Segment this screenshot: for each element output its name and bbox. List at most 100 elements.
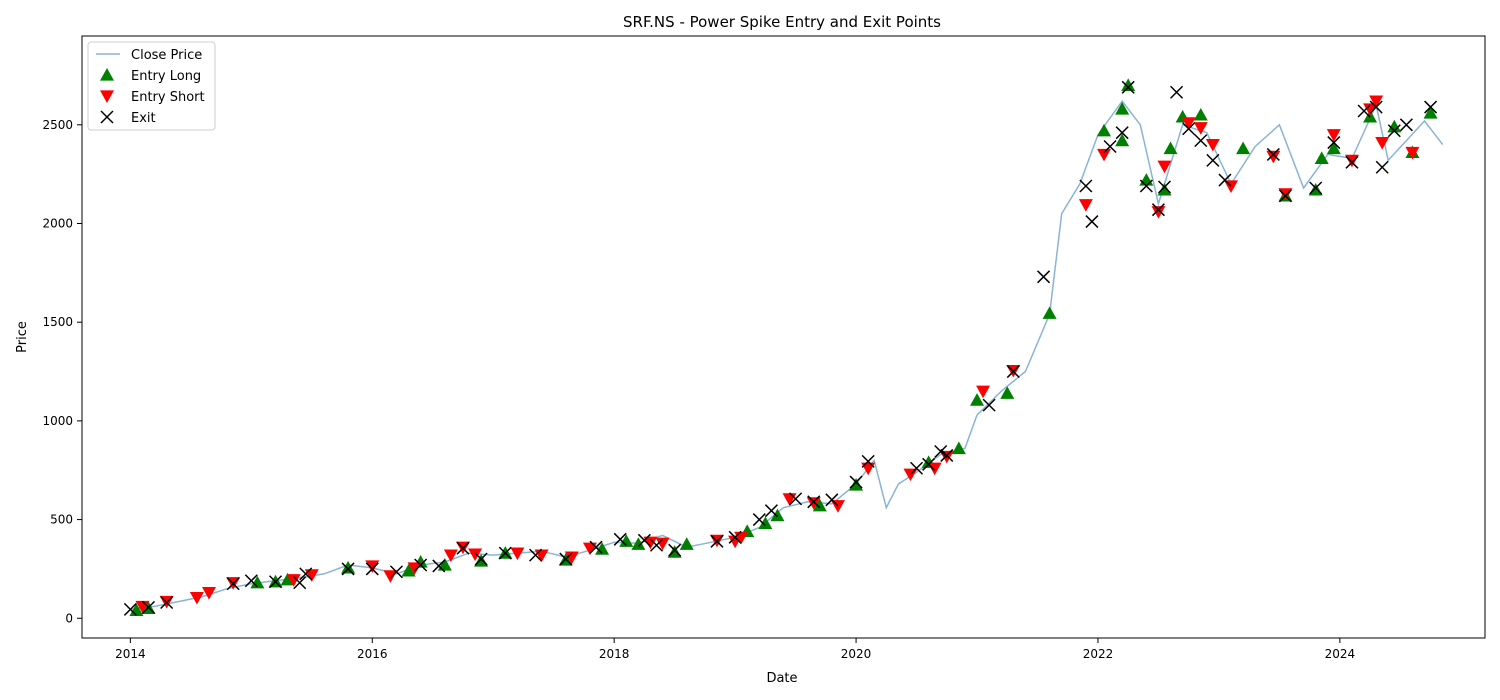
entry-short-marker (468, 548, 483, 562)
entry-long-marker (1115, 133, 1130, 147)
exit-marker (123, 602, 137, 616)
entry-short-marker (1363, 103, 1378, 117)
exit-marker (1103, 140, 1117, 154)
legend-entry-short-swatch (100, 90, 114, 103)
entry-short-marker (201, 587, 216, 600)
chart-title: SRF.NS - Power Spike Entry and Exit Poin… (623, 13, 941, 31)
exit-marker (414, 558, 428, 572)
exit-marker (160, 595, 174, 610)
exit-marker (1079, 179, 1093, 193)
exit-marker (1327, 136, 1341, 150)
entry-short-marker (1097, 148, 1112, 162)
entry-short-marker (1181, 117, 1196, 130)
exit-marker (934, 444, 948, 459)
entry-short-marker (1193, 122, 1208, 135)
legend-label: Entry Short (131, 90, 205, 105)
y-tick-label: 500 (50, 513, 73, 527)
exit-marker (849, 475, 863, 489)
exit-marker (861, 454, 875, 468)
entry-short-marker (365, 560, 380, 573)
exit-marker (1278, 189, 1292, 203)
entry-long-marker (951, 441, 966, 455)
entry-long-marker (1193, 107, 1208, 121)
entry-short-marker (806, 497, 821, 510)
x-tick-label: 2024 (1325, 647, 1356, 661)
y-tick-label: 1500 (42, 315, 73, 329)
plot-area (81, 35, 1486, 639)
exit-marker (789, 492, 803, 506)
entry-long-marker (437, 557, 452, 571)
entry-long-marker (619, 534, 634, 547)
exit-marker (1194, 134, 1208, 148)
exit-marker (613, 532, 627, 546)
entry-short-marker (189, 591, 204, 605)
entry-short-marker (1326, 129, 1341, 142)
exit-marker (389, 565, 403, 579)
y-tick-label: 0 (65, 611, 73, 625)
exit-marker (141, 600, 156, 614)
exit-marker (456, 541, 470, 555)
exit-marker (1115, 126, 1129, 140)
exit-marker (807, 495, 821, 509)
entry-long-marker (1326, 141, 1341, 155)
exit-marker (982, 398, 996, 412)
exit-marker (432, 559, 446, 573)
entry-short-marker (1405, 146, 1420, 160)
exit-marker (1139, 179, 1153, 193)
entry-short-marker (286, 574, 301, 587)
entry-short-marker (976, 385, 991, 399)
exit-marker (825, 493, 839, 507)
exit-marker (529, 548, 543, 562)
entry-long-marker (679, 537, 694, 550)
entry-short-marker (1078, 199, 1093, 212)
exit-marker (1345, 155, 1359, 169)
entry-long-marker (770, 508, 785, 522)
exit-marker (1085, 215, 1099, 229)
exit-marker (922, 457, 936, 471)
exit-marker (1170, 85, 1184, 99)
exit-marker (1006, 365, 1020, 379)
entry-short-marker (1157, 160, 1172, 174)
y-tick-label: 1000 (42, 414, 73, 428)
entry-long-marker (1387, 119, 1402, 133)
exit-marker (226, 577, 240, 591)
entry-short-marker (1151, 206, 1166, 219)
entry-long-marker (812, 498, 827, 512)
entry-short-marker (304, 569, 319, 582)
exit-marker (728, 530, 742, 544)
exit-marker (1387, 124, 1401, 138)
exit-marker (637, 533, 651, 547)
entry-long-marker (758, 516, 773, 530)
entry-long-marker (1042, 306, 1057, 319)
exit-marker (1309, 181, 1323, 195)
entry-long-marker (1121, 78, 1136, 91)
exit-marker (293, 576, 307, 590)
exit-marker (1218, 173, 1232, 187)
y-axis-label: Price (15, 321, 30, 353)
plot-content (123, 78, 1444, 616)
entry-short-marker (655, 537, 670, 551)
exit-marker (1151, 203, 1165, 217)
exit-marker (1206, 153, 1220, 167)
entry-long-marker (1097, 123, 1112, 137)
y-tick-label: 2000 (42, 217, 73, 231)
entry-long-marker (401, 563, 416, 577)
entry-long-marker (1236, 141, 1251, 155)
entry-long-marker (970, 393, 985, 406)
x-tick-label: 2022 (1083, 647, 1114, 661)
exit-marker (1121, 80, 1135, 94)
entry-short-marker (582, 542, 597, 556)
entry-long-marker (595, 542, 610, 555)
exit-marker (341, 562, 355, 576)
entry-long-marker (1000, 386, 1015, 399)
exit-marker (1375, 160, 1389, 174)
entry-long-marker (1115, 102, 1130, 115)
exit-marker (668, 543, 682, 557)
entry-long-marker (1314, 151, 1329, 164)
x-axis: 2014 2016 2018 2020 2022 2024 (115, 638, 1355, 661)
exit-marker (299, 567, 313, 581)
legend-entry-long-swatch (100, 68, 114, 81)
exit-marker (1266, 147, 1280, 161)
exit-marker (940, 448, 954, 462)
